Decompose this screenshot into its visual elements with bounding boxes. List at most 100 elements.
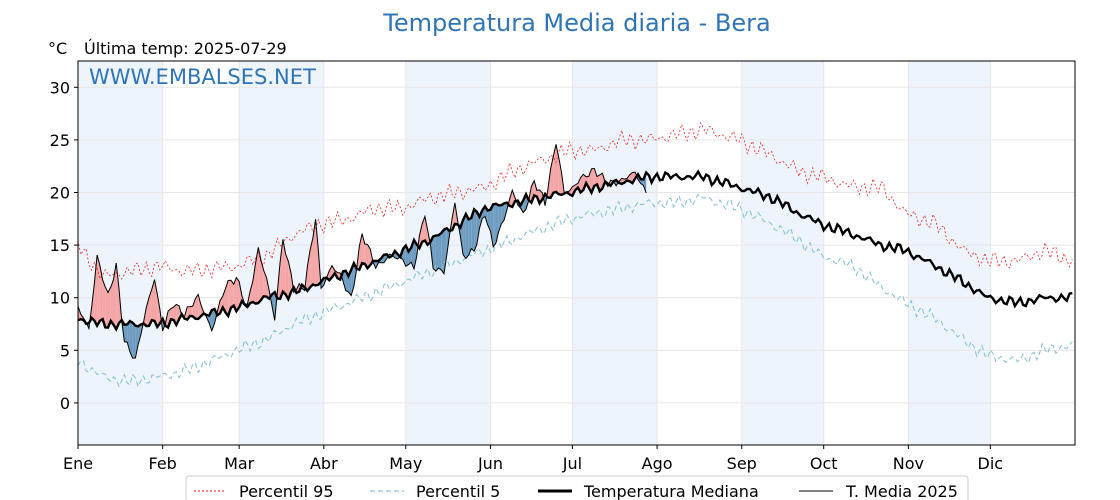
fill-above-median bbox=[558, 157, 562, 195]
month-band bbox=[741, 61, 824, 445]
fill-above-median bbox=[170, 307, 174, 320]
x-tick-label: Dic bbox=[978, 454, 1004, 473]
fill-above-median bbox=[250, 281, 253, 304]
unit-label: °C bbox=[48, 39, 67, 58]
series-lines bbox=[77, 121, 1073, 389]
plot-frame bbox=[77, 60, 1076, 446]
fill-above-median bbox=[198, 294, 201, 319]
x-tick-label: Feb bbox=[149, 454, 177, 473]
fill-below-median bbox=[474, 209, 477, 252]
x-tick-label: Ene bbox=[63, 454, 93, 473]
fill-above-median bbox=[102, 279, 106, 328]
x-tick-label: Nov bbox=[893, 454, 924, 473]
fill-above-median bbox=[146, 297, 150, 326]
fill-below-median bbox=[383, 254, 387, 263]
fill-above-median bbox=[108, 287, 111, 328]
y-tick-label: 0 bbox=[60, 394, 70, 413]
fill-above-median bbox=[252, 263, 256, 304]
fill-below-median bbox=[271, 292, 275, 321]
fill-above-median bbox=[110, 279, 114, 325]
x-tick-label: May bbox=[389, 454, 422, 473]
legend-label-p95: Percentil 95 bbox=[239, 482, 334, 500]
fill-above-median bbox=[364, 244, 368, 269]
fill-above-median bbox=[151, 279, 155, 321]
fill-above-median bbox=[307, 249, 311, 291]
fill-above-median bbox=[310, 237, 313, 288]
fill-below-median bbox=[465, 214, 469, 259]
x-tick-label: Jul bbox=[562, 454, 582, 473]
fill-below-median bbox=[138, 324, 141, 345]
fill-below-median bbox=[433, 235, 436, 272]
fill-above-median bbox=[230, 280, 234, 308]
fill-above-median bbox=[580, 174, 584, 193]
fill-above-median bbox=[594, 168, 597, 186]
fill-above-median bbox=[99, 265, 103, 321]
legend-box bbox=[185, 475, 969, 500]
fill-below-median bbox=[135, 325, 139, 359]
fill-above-median bbox=[553, 144, 557, 193]
month-band bbox=[572, 61, 658, 445]
x-tick-label: Oct bbox=[810, 454, 838, 473]
fill-above-median bbox=[599, 173, 603, 192]
legend-label-median: Temperatura Mediana bbox=[583, 482, 759, 500]
y-tick-label: 30 bbox=[50, 78, 70, 97]
series-median bbox=[77, 169, 1073, 332]
y-axis: 0 5 10 15 20 25 30 bbox=[50, 78, 78, 413]
fill-above-median bbox=[282, 239, 286, 295]
fill-below-median bbox=[132, 322, 136, 359]
fill-below-median bbox=[342, 270, 346, 291]
fill-below-median bbox=[490, 204, 494, 247]
fill-above-median bbox=[556, 144, 559, 195]
fill-above-median bbox=[424, 216, 428, 245]
fill-below-median bbox=[129, 321, 133, 359]
fill-above-median bbox=[261, 260, 264, 301]
fill-below-median bbox=[463, 214, 466, 259]
fill-above-median bbox=[315, 219, 319, 286]
fill-above-median bbox=[195, 294, 199, 319]
fill-above-median bbox=[94, 254, 98, 326]
fill-below-median bbox=[438, 233, 442, 270]
x-tick-label: Mar bbox=[224, 454, 255, 473]
series-p95 bbox=[77, 121, 1073, 280]
fill-below-median bbox=[501, 203, 505, 224]
fill-above-median bbox=[192, 298, 196, 319]
fill-above-median bbox=[233, 277, 237, 312]
fill-below-median bbox=[435, 235, 439, 272]
y-tick-label: 15 bbox=[50, 236, 70, 255]
fill-above-median bbox=[280, 239, 283, 299]
y-tick-label: 10 bbox=[50, 289, 70, 308]
y-tick-label: 20 bbox=[50, 184, 70, 203]
y-tick-label: 25 bbox=[50, 131, 70, 150]
month-bands bbox=[78, 61, 991, 445]
x-axis: Ene Feb Mar Abr May Jun Jul Ago Sep Oct Nov Dic bbox=[63, 445, 1003, 473]
legend-label-current: T. Media 2025 bbox=[845, 482, 958, 500]
y-tick-label: 5 bbox=[60, 341, 70, 360]
x-tick-label: Sep bbox=[727, 454, 757, 473]
fill-above-median bbox=[225, 280, 229, 316]
watermark: WWW.EMBALSES.NET bbox=[89, 65, 316, 89]
fill-below-median bbox=[476, 211, 480, 245]
fill-above-median bbox=[157, 293, 160, 327]
month-band bbox=[908, 61, 991, 445]
fill-below-median bbox=[413, 240, 417, 269]
fill-above-median bbox=[509, 190, 513, 207]
anomaly-fills bbox=[78, 144, 647, 359]
fill-below-median bbox=[468, 217, 472, 256]
legend: Percentil 95 Percentil 5 Temperatura Med… bbox=[185, 475, 969, 500]
grid-lines bbox=[77, 61, 1075, 445]
series-current-2025 bbox=[77, 144, 647, 359]
fill-below-median bbox=[441, 229, 445, 274]
fill-above-median bbox=[362, 233, 365, 264]
x-tick-label: Jun bbox=[477, 454, 503, 473]
x-tick-label: Ago bbox=[642, 454, 673, 473]
fill-above-median bbox=[105, 287, 109, 328]
fill-below-median bbox=[523, 194, 526, 213]
month-band bbox=[405, 61, 491, 445]
legend-label-p5: Percentil 5 bbox=[416, 482, 500, 500]
fill-above-median bbox=[367, 244, 371, 269]
fill-above-median bbox=[116, 263, 119, 330]
fill-below-median bbox=[124, 324, 128, 343]
x-tick-label: Abr bbox=[310, 454, 338, 473]
fill-above-median bbox=[285, 254, 289, 300]
